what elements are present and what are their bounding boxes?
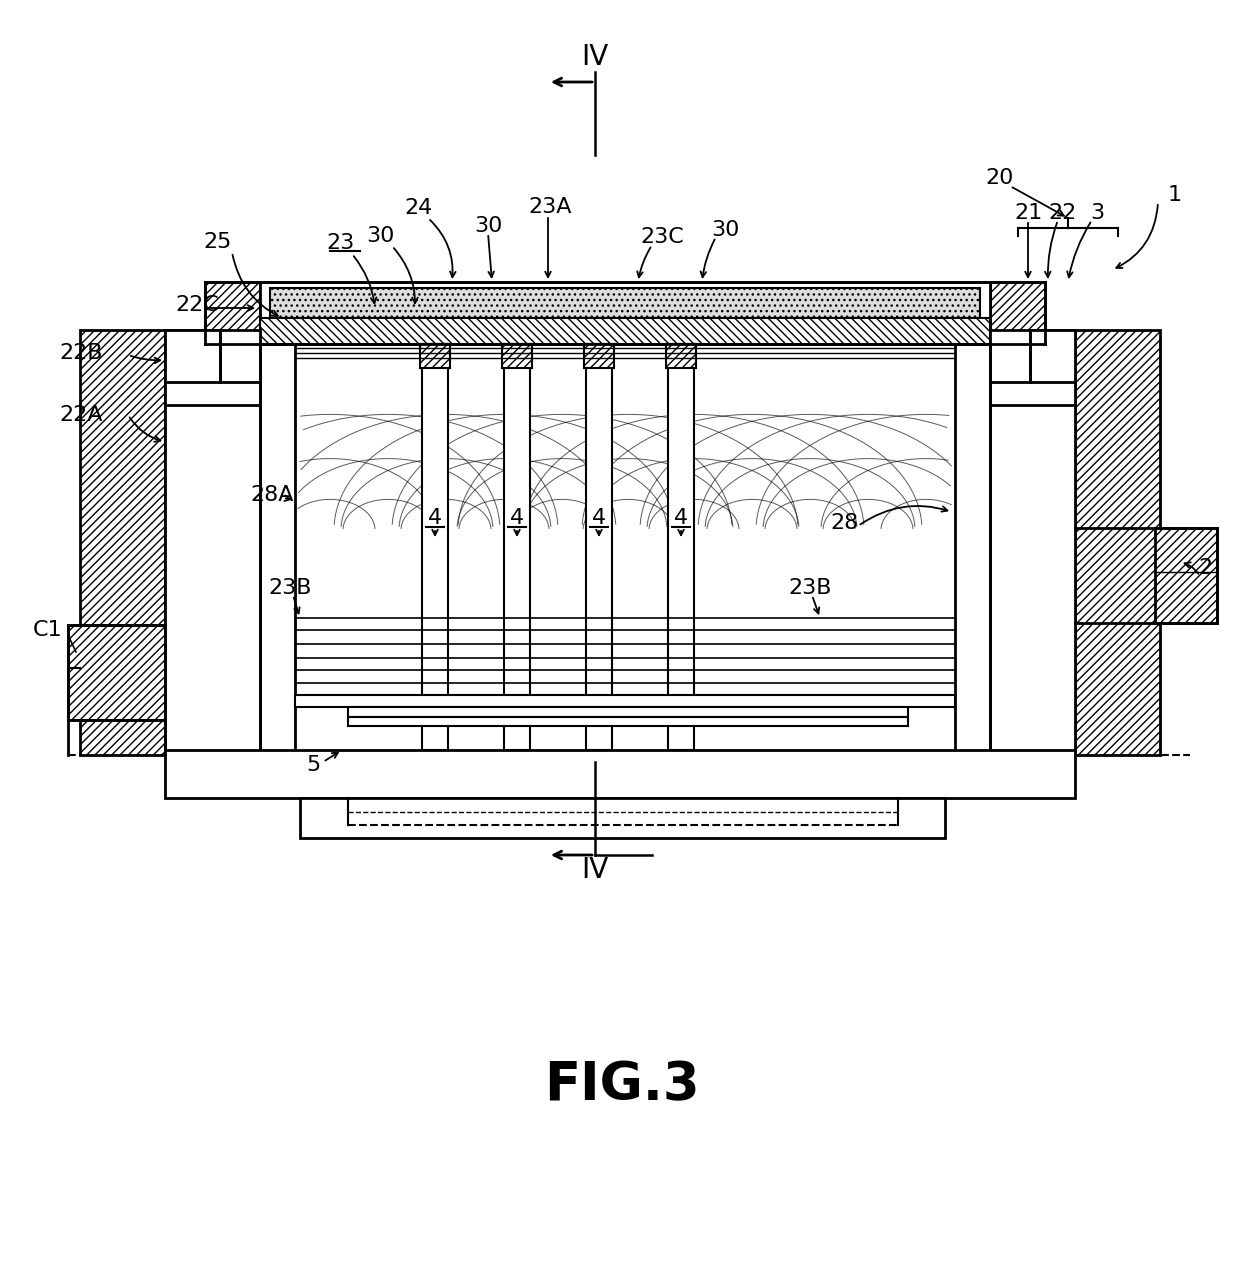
Text: 22B: 22B [60, 343, 103, 363]
Text: 4: 4 [428, 508, 443, 528]
Text: 22C: 22C [175, 295, 218, 315]
Bar [165, 330, 219, 382]
Text: 22A: 22A [60, 405, 103, 425]
Bar [260, 318, 990, 344]
Text: 23: 23 [326, 232, 355, 253]
Bar [422, 344, 448, 751]
Bar [587, 344, 613, 751]
Text: 30: 30 [366, 226, 394, 246]
Bar [300, 798, 945, 838]
Text: 1: 1 [1168, 185, 1182, 204]
Bar [1075, 330, 1159, 754]
Bar [503, 344, 529, 751]
Bar [165, 751, 1075, 798]
Text: 28A: 28A [250, 485, 294, 505]
Bar [260, 282, 990, 344]
Text: 23C: 23C [640, 227, 684, 246]
Bar [165, 330, 260, 754]
Bar [1030, 330, 1075, 382]
Bar [348, 718, 908, 726]
Bar [584, 344, 614, 368]
Text: 23A: 23A [528, 197, 572, 217]
Text: 24: 24 [404, 198, 432, 218]
Text: 4: 4 [673, 508, 688, 528]
Text: 23B: 23B [268, 578, 311, 598]
Bar [990, 282, 1045, 344]
Text: 4: 4 [510, 508, 525, 528]
Bar [990, 330, 1075, 754]
Bar [348, 707, 908, 718]
Text: 30: 30 [711, 220, 739, 240]
Text: C1: C1 [32, 620, 62, 640]
Text: 3: 3 [1090, 203, 1104, 224]
Bar [68, 625, 165, 720]
Bar [666, 344, 696, 368]
Text: 2: 2 [1198, 558, 1211, 578]
Bar [270, 288, 980, 318]
Text: 25: 25 [203, 232, 232, 251]
Text: 5: 5 [306, 754, 320, 775]
Text: 4: 4 [591, 508, 606, 528]
Text: IV: IV [582, 43, 609, 71]
Text: 23B: 23B [787, 578, 832, 598]
Text: 28: 28 [830, 513, 858, 533]
Bar [420, 344, 450, 368]
Text: 22: 22 [1049, 203, 1078, 224]
Bar [1154, 528, 1216, 624]
Bar [205, 282, 260, 344]
Text: 30: 30 [474, 216, 502, 236]
Text: 20: 20 [986, 168, 1014, 188]
Text: 21: 21 [1014, 203, 1042, 224]
Text: FIG.3: FIG.3 [544, 1059, 699, 1111]
Text: IV: IV [582, 856, 609, 884]
Bar [295, 695, 955, 707]
Bar [668, 344, 694, 751]
Bar [502, 344, 532, 368]
Bar [81, 330, 165, 754]
